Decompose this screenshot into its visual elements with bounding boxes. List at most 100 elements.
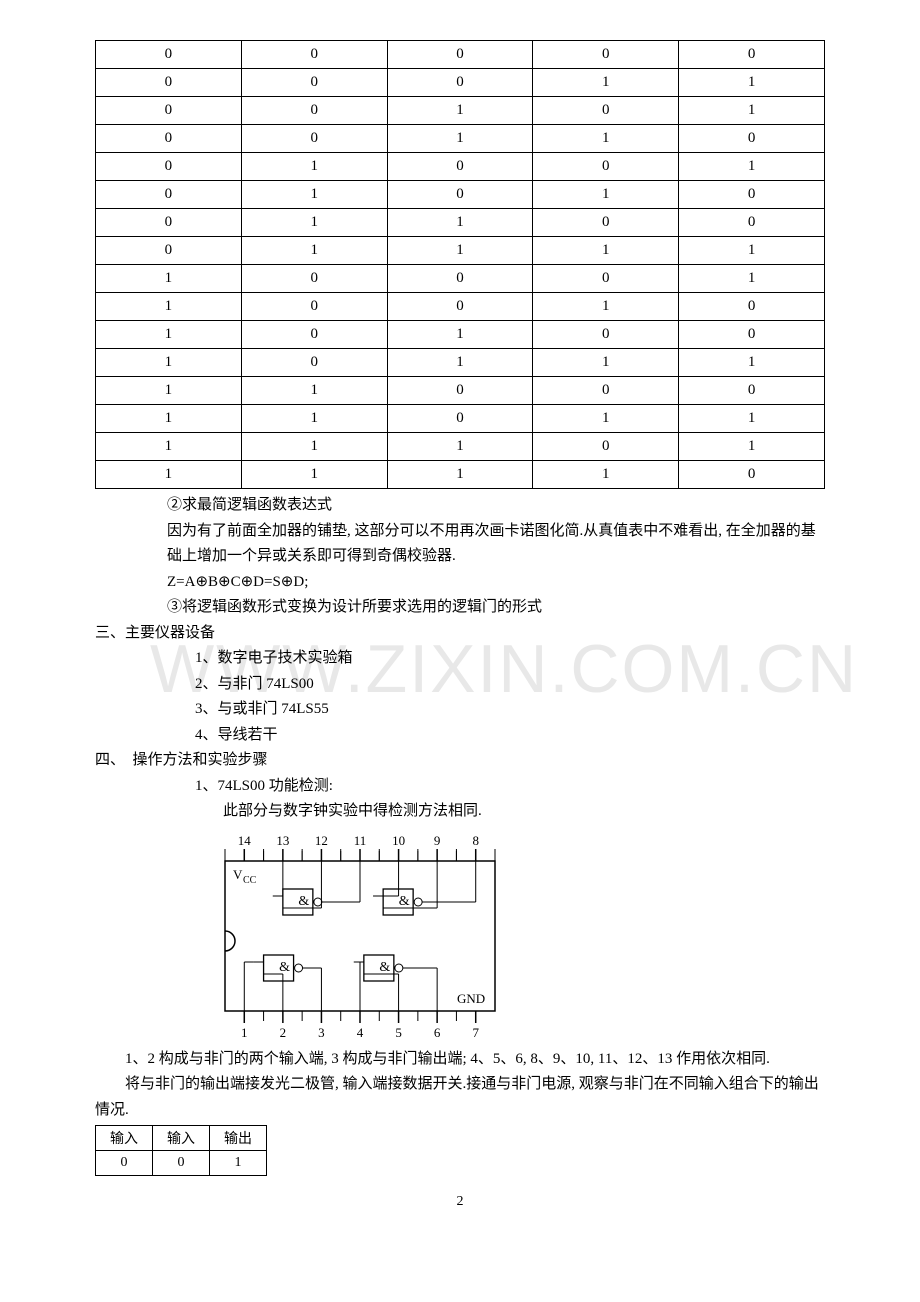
truth-cell: 0 xyxy=(387,405,533,433)
truth-cell: 0 xyxy=(387,41,533,69)
truth-cell: 1 xyxy=(241,377,387,405)
heading-section-3: 三、主要仪器设备 xyxy=(95,621,825,647)
truth-cell: 1 xyxy=(387,237,533,265)
truth-cell: 0 xyxy=(679,461,825,489)
text-step2-body: 因为有了前面全加器的铺垫, 这部分可以不用再次画卡诺图化简.从真值表中不难看出,… xyxy=(95,519,825,570)
svg-text:5: 5 xyxy=(395,1025,402,1040)
truth-cell: 0 xyxy=(533,265,679,293)
truth-cell: 0 xyxy=(533,377,679,405)
svg-text:13: 13 xyxy=(276,833,289,848)
truth-cell: 1 xyxy=(96,405,242,433)
truth-cell: 0 xyxy=(679,125,825,153)
truth-cell: 0 xyxy=(96,69,242,97)
truth-cell: 1 xyxy=(679,153,825,181)
svg-text:CC: CC xyxy=(243,875,257,886)
truth-table: 0000000011001010011001001010100110001111… xyxy=(95,40,825,489)
truth-cell: 1 xyxy=(96,293,242,321)
svg-text:7: 7 xyxy=(472,1025,479,1040)
truth-cell: 1 xyxy=(679,237,825,265)
svg-text:&: & xyxy=(298,894,309,909)
truth-cell: 1 xyxy=(96,265,242,293)
text-step2-title: ②求最简逻辑函数表达式 xyxy=(95,493,825,519)
truth-cell: 0 xyxy=(241,97,387,125)
truth-cell: 1 xyxy=(96,433,242,461)
truth-cell: 0 xyxy=(241,69,387,97)
truth-cell: 1 xyxy=(679,405,825,433)
truth-cell: 0 xyxy=(96,97,242,125)
truth-cell: 0 xyxy=(679,181,825,209)
svg-text:11: 11 xyxy=(354,833,367,848)
truth-cell: 0 xyxy=(96,237,242,265)
truth-cell: 1 xyxy=(533,349,679,377)
truth-cell: 1 xyxy=(387,97,533,125)
small-table-cell: 1 xyxy=(210,1151,267,1176)
truth-cell: 1 xyxy=(241,209,387,237)
truth-cell: 0 xyxy=(96,209,242,237)
small-table-header: 输入 xyxy=(153,1126,210,1151)
svg-text:8: 8 xyxy=(472,833,479,848)
truth-cell: 0 xyxy=(387,181,533,209)
truth-cell: 1 xyxy=(96,377,242,405)
truth-cell: 1 xyxy=(533,125,679,153)
svg-text:1: 1 xyxy=(241,1025,248,1040)
truth-cell: 0 xyxy=(533,153,679,181)
small-table-header: 输出 xyxy=(210,1126,267,1151)
truth-cell: 0 xyxy=(533,433,679,461)
chip-diagram: 1413121110981234567VCCGND&&&& xyxy=(205,831,515,1041)
truth-cell: 0 xyxy=(241,321,387,349)
truth-cell: 0 xyxy=(679,209,825,237)
truth-cell: 1 xyxy=(241,237,387,265)
small-table-cell: 0 xyxy=(153,1151,210,1176)
svg-text:9: 9 xyxy=(434,833,441,848)
truth-cell: 1 xyxy=(533,69,679,97)
svg-text:3: 3 xyxy=(318,1025,325,1040)
list-item-4: 4、导线若干 xyxy=(95,723,825,749)
truth-cell: 1 xyxy=(96,349,242,377)
truth-cell: 1 xyxy=(387,349,533,377)
truth-cell: 1 xyxy=(96,461,242,489)
svg-text:6: 6 xyxy=(434,1025,441,1040)
truth-cell: 0 xyxy=(387,153,533,181)
svg-text:&: & xyxy=(279,960,290,975)
truth-cell: 1 xyxy=(241,461,387,489)
truth-cell: 1 xyxy=(533,293,679,321)
list-item-2: 2、与非门 74LS00 xyxy=(95,672,825,698)
truth-cell: 0 xyxy=(96,41,242,69)
truth-cell: 0 xyxy=(679,321,825,349)
truth-cell: 0 xyxy=(679,41,825,69)
truth-cell: 0 xyxy=(533,321,679,349)
list-item-3: 3、与或非门 74LS55 xyxy=(95,697,825,723)
truth-cell: 0 xyxy=(96,153,242,181)
list-item-1: 1、数字电子技术实验箱 xyxy=(95,646,825,672)
svg-text:2: 2 xyxy=(280,1025,287,1040)
truth-cell: 1 xyxy=(679,265,825,293)
svg-text:10: 10 xyxy=(392,833,405,848)
truth-cell: 0 xyxy=(533,97,679,125)
truth-cell: 0 xyxy=(241,125,387,153)
truth-cell: 0 xyxy=(241,265,387,293)
truth-cell: 1 xyxy=(387,209,533,237)
truth-cell: 1 xyxy=(387,125,533,153)
truth-cell: 1 xyxy=(533,461,679,489)
truth-cell: 1 xyxy=(96,321,242,349)
truth-cell: 1 xyxy=(387,321,533,349)
truth-cell: 0 xyxy=(241,41,387,69)
svg-text:4: 4 xyxy=(357,1025,364,1040)
truth-cell: 0 xyxy=(96,125,242,153)
svg-text:14: 14 xyxy=(238,833,252,848)
truth-cell: 1 xyxy=(679,433,825,461)
truth-cell: 0 xyxy=(241,349,387,377)
svg-text:V: V xyxy=(233,867,243,882)
svg-text:&: & xyxy=(379,960,390,975)
truth-cell: 1 xyxy=(387,461,533,489)
truth-cell: 0 xyxy=(387,265,533,293)
text-formula: Z=A⊕B⊕C⊕D=S⊕D; xyxy=(95,570,825,596)
truth-cell: 1 xyxy=(241,153,387,181)
truth-cell: 0 xyxy=(533,41,679,69)
small-table-header: 输入 xyxy=(96,1126,153,1151)
small-truth-table: 输入输入输出001 xyxy=(95,1125,267,1176)
truth-cell: 0 xyxy=(387,69,533,97)
small-table-cell: 0 xyxy=(96,1151,153,1176)
svg-text:12: 12 xyxy=(315,833,328,848)
truth-cell: 1 xyxy=(533,181,679,209)
